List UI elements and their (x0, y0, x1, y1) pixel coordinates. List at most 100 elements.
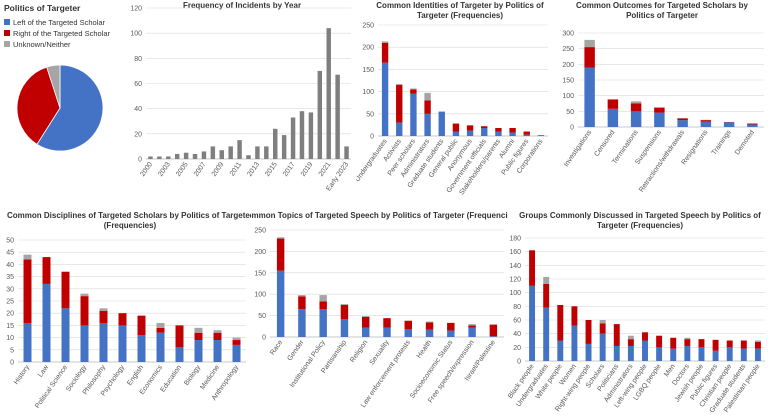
y-tick-label: 40 (134, 106, 142, 113)
bar (281, 135, 287, 159)
bar (344, 146, 349, 159)
bar (174, 153, 180, 159)
y-tick-label: 60 (513, 318, 521, 325)
bar-segment (383, 327, 391, 337)
bar-segment (698, 339, 705, 348)
bar-segment (654, 112, 665, 127)
bar-segment (627, 335, 634, 340)
bar-segment (396, 84, 403, 123)
x-tick-label: 2005 (175, 161, 190, 178)
y-tick-label: 0 (10, 360, 14, 367)
y-tick-label: 0 (570, 125, 574, 132)
bar-segment (712, 350, 719, 361)
y-tick-label: 50 (258, 313, 266, 320)
y-tick-label: 180 (509, 236, 521, 243)
bar-segment (712, 339, 719, 351)
bar-segment (495, 128, 502, 132)
bar-segment (438, 111, 445, 136)
bar-segment (156, 327, 165, 333)
bar-segment (481, 126, 488, 129)
legend-swatch-unknown (4, 41, 10, 47)
bar-segment (298, 309, 306, 337)
bar (255, 146, 260, 159)
y-tick-label: 10 (6, 335, 14, 342)
bar-segment (232, 340, 241, 345)
bar-segment (194, 332, 203, 341)
y-tick-label: 250 (562, 46, 574, 53)
bar-segment (298, 296, 306, 310)
bar-segment (381, 62, 389, 136)
bar-segment (529, 285, 536, 361)
bar-segment (529, 250, 536, 286)
bar (237, 140, 242, 159)
bar-segment (466, 130, 474, 136)
bar-segment (670, 337, 677, 349)
x-tick-label: Religion (349, 339, 369, 364)
bar (219, 150, 224, 159)
bar-segment (607, 99, 619, 109)
bar-segment (585, 343, 592, 361)
y-tick-label: 250 (362, 23, 374, 30)
y-tick-label: 5 (10, 347, 14, 354)
frequency-chart: Frequency of Incidents by Year 0 20 40 60 80 1… (130, 1, 351, 193)
bar (264, 146, 269, 159)
bar-segment (362, 316, 370, 317)
chart-title-line: (Frequencies) (104, 221, 157, 230)
x-tick-label: Trainings (711, 129, 733, 157)
bar-segment (118, 325, 127, 362)
bar-segment (425, 321, 434, 323)
bar-segment (42, 257, 51, 284)
bar (166, 156, 171, 159)
x-tick-label: 2000 (139, 161, 154, 178)
bar-segment (276, 270, 285, 337)
x-tick-label: 2011 (229, 161, 243, 177)
bar-segment (194, 340, 203, 362)
pie-slices (16, 64, 104, 152)
legend-swatch-left (4, 19, 10, 25)
bar-segment (754, 341, 761, 349)
y-tick-label: 20 (513, 345, 521, 352)
bar-segment (99, 310, 108, 323)
bar-segment (607, 108, 619, 127)
bar-segment (698, 347, 705, 361)
bar-segment (383, 318, 391, 328)
bar-segment (700, 120, 712, 122)
bar-segment (468, 325, 476, 328)
bar-segment (298, 295, 306, 297)
bar-segment (630, 101, 642, 104)
bar-segment (213, 330, 222, 333)
bar-segment (425, 322, 434, 330)
x-tick-label: 2017 (282, 161, 297, 178)
bar-segment (410, 88, 417, 90)
bar-segment (509, 132, 516, 136)
bar-segment (495, 131, 502, 136)
bar-segment (599, 323, 606, 334)
bar-segment (627, 345, 634, 361)
bar-segment (381, 41, 389, 43)
chart-title-line: Common Outcomes for Targeted Scholars by (576, 1, 748, 10)
bar (148, 156, 153, 159)
bar-segment (747, 124, 758, 127)
bar-segment (489, 336, 498, 337)
y-tick-label: 0 (138, 157, 142, 164)
y-tick-label: 40 (6, 262, 14, 269)
x-tick-label: Gender (286, 339, 306, 363)
bar-segment (509, 128, 516, 133)
y-tick-label: 0 (370, 134, 374, 141)
bar-segment (156, 332, 165, 362)
legend-swatch-right (4, 30, 10, 36)
y-tick-label: 50 (366, 111, 374, 118)
y-tick-label: 150 (254, 270, 266, 277)
bar-segment (670, 348, 677, 361)
bar (326, 28, 331, 160)
bar-segment (754, 340, 761, 342)
bar-segment (99, 322, 108, 362)
chart-title-line: Targeter (Frequencies) (597, 221, 683, 230)
y-tick-label: 300 (562, 31, 574, 38)
bar-segment (684, 345, 691, 361)
pie-slice-left (36, 64, 104, 152)
y-tick-label: 120 (130, 6, 142, 13)
y-tick-label: 100 (509, 290, 521, 297)
bar-segment (381, 42, 389, 63)
x-tick-label: 2019 (300, 161, 315, 178)
